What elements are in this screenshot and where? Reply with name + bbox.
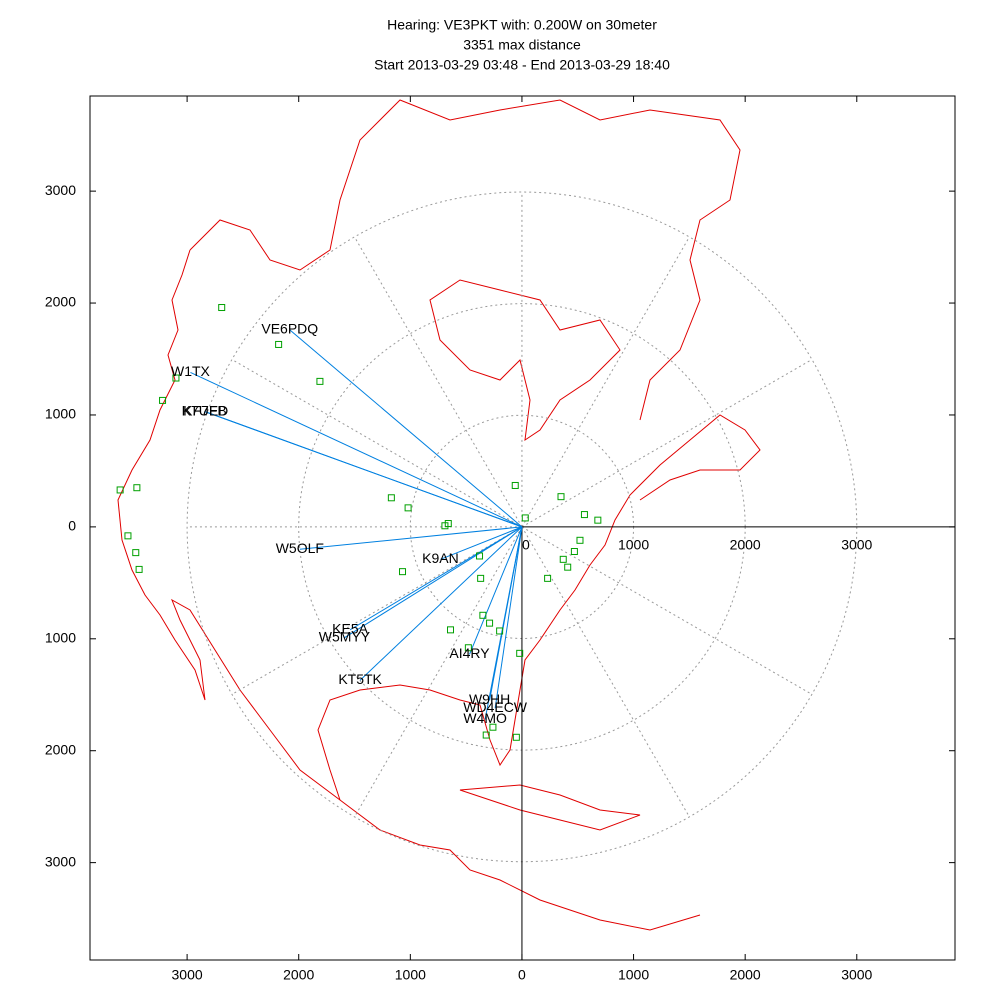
axis-tick-label: 2000 xyxy=(730,537,761,553)
axis-tick-label: 1000 xyxy=(618,537,649,553)
station-label: K9AN xyxy=(422,550,459,566)
spot xyxy=(447,626,455,634)
spot xyxy=(512,733,520,741)
spot xyxy=(516,649,524,657)
spot xyxy=(496,627,504,635)
station-label: KE5A xyxy=(332,621,368,637)
spot xyxy=(482,731,490,739)
spot xyxy=(521,514,529,522)
axis-tick-label: 3000 xyxy=(841,537,872,553)
path-line xyxy=(299,526,522,550)
path-line xyxy=(349,526,523,631)
x-tick-label: 2000 xyxy=(283,967,314,983)
station-label: KT5TK xyxy=(338,671,382,687)
path-line xyxy=(440,526,523,560)
x-tick-label: 1000 xyxy=(618,967,649,983)
spot xyxy=(275,340,283,348)
path-line xyxy=(289,329,523,528)
spoke xyxy=(521,359,813,528)
coast-gulf xyxy=(317,414,761,801)
spot xyxy=(511,481,519,489)
spoke xyxy=(231,359,523,528)
spot xyxy=(576,536,584,544)
spot xyxy=(172,374,180,382)
station-label: W1TX xyxy=(171,363,211,379)
spot xyxy=(544,574,552,582)
spot xyxy=(218,304,226,312)
path-line xyxy=(494,526,523,709)
station-label: WD4ECW xyxy=(463,699,528,715)
spot xyxy=(489,723,497,731)
spot xyxy=(316,377,324,385)
spot xyxy=(133,484,141,492)
spoke xyxy=(354,526,523,818)
y-tick-label: 1000 xyxy=(45,406,76,422)
path-line xyxy=(190,371,523,528)
spot xyxy=(399,568,407,576)
spot xyxy=(404,504,412,512)
station-label: W4MO xyxy=(463,710,507,726)
spoke xyxy=(521,236,690,528)
spot xyxy=(464,644,472,652)
axis-tick-label: 0 xyxy=(522,537,530,553)
coastline xyxy=(117,99,761,931)
spot xyxy=(559,555,567,563)
spot xyxy=(124,532,132,540)
station-label: K7UED xyxy=(182,402,229,418)
y-tick-label: 3000 xyxy=(45,853,76,869)
coast-caribbean xyxy=(459,784,641,831)
x-tick-label: 3000 xyxy=(172,967,203,983)
spot xyxy=(594,516,602,524)
spot xyxy=(479,611,487,619)
spoke xyxy=(231,526,523,695)
station-label: AI4RY xyxy=(449,645,490,661)
path-line xyxy=(484,526,523,720)
path-line xyxy=(204,411,523,528)
spot xyxy=(486,619,494,627)
spot xyxy=(557,493,565,501)
spoke xyxy=(521,526,690,818)
spot xyxy=(387,494,395,502)
chart-title: Hearing: VE3PKT with: 0.200W on 30meter xyxy=(387,17,657,33)
y-tick-label: 3000 xyxy=(45,182,76,198)
spot xyxy=(116,486,124,494)
spot xyxy=(477,574,485,582)
spot xyxy=(476,552,484,560)
spot xyxy=(135,565,143,573)
spot xyxy=(159,396,167,404)
coast-west xyxy=(117,249,701,931)
coast-canada xyxy=(189,99,741,421)
station-label: W5MYY xyxy=(319,628,371,644)
spot xyxy=(132,549,140,557)
spot xyxy=(564,563,572,571)
plot-frame xyxy=(89,95,956,961)
spot xyxy=(444,520,452,528)
station-label: W5OLF xyxy=(276,540,324,556)
x-tick-label: 3000 xyxy=(841,967,872,983)
spot xyxy=(580,511,588,519)
x-tick-label: 1000 xyxy=(395,967,426,983)
path-line xyxy=(344,526,523,639)
spoke xyxy=(354,236,523,528)
station-label: KF7FB xyxy=(183,402,227,418)
y-tick-label: 0 xyxy=(68,518,76,534)
y-tick-label: 1000 xyxy=(45,630,76,646)
path-line xyxy=(469,526,523,655)
spoke xyxy=(521,526,813,695)
y-tick-label: 2000 xyxy=(45,294,76,310)
chart-period: Start 2013-03-29 03:48 - End 2013-03-29 … xyxy=(374,57,670,73)
coast-hudson xyxy=(429,279,621,442)
path-line xyxy=(359,526,523,681)
x-tick-label: 2000 xyxy=(730,967,761,983)
station-label: W9HH xyxy=(469,691,510,707)
station-label: VE6PDQ xyxy=(261,321,318,337)
chart-subtitle: 3351 max distance xyxy=(463,37,581,53)
x-tick-label: 0 xyxy=(518,967,526,983)
spot xyxy=(570,548,578,556)
y-tick-label: 2000 xyxy=(45,741,76,757)
